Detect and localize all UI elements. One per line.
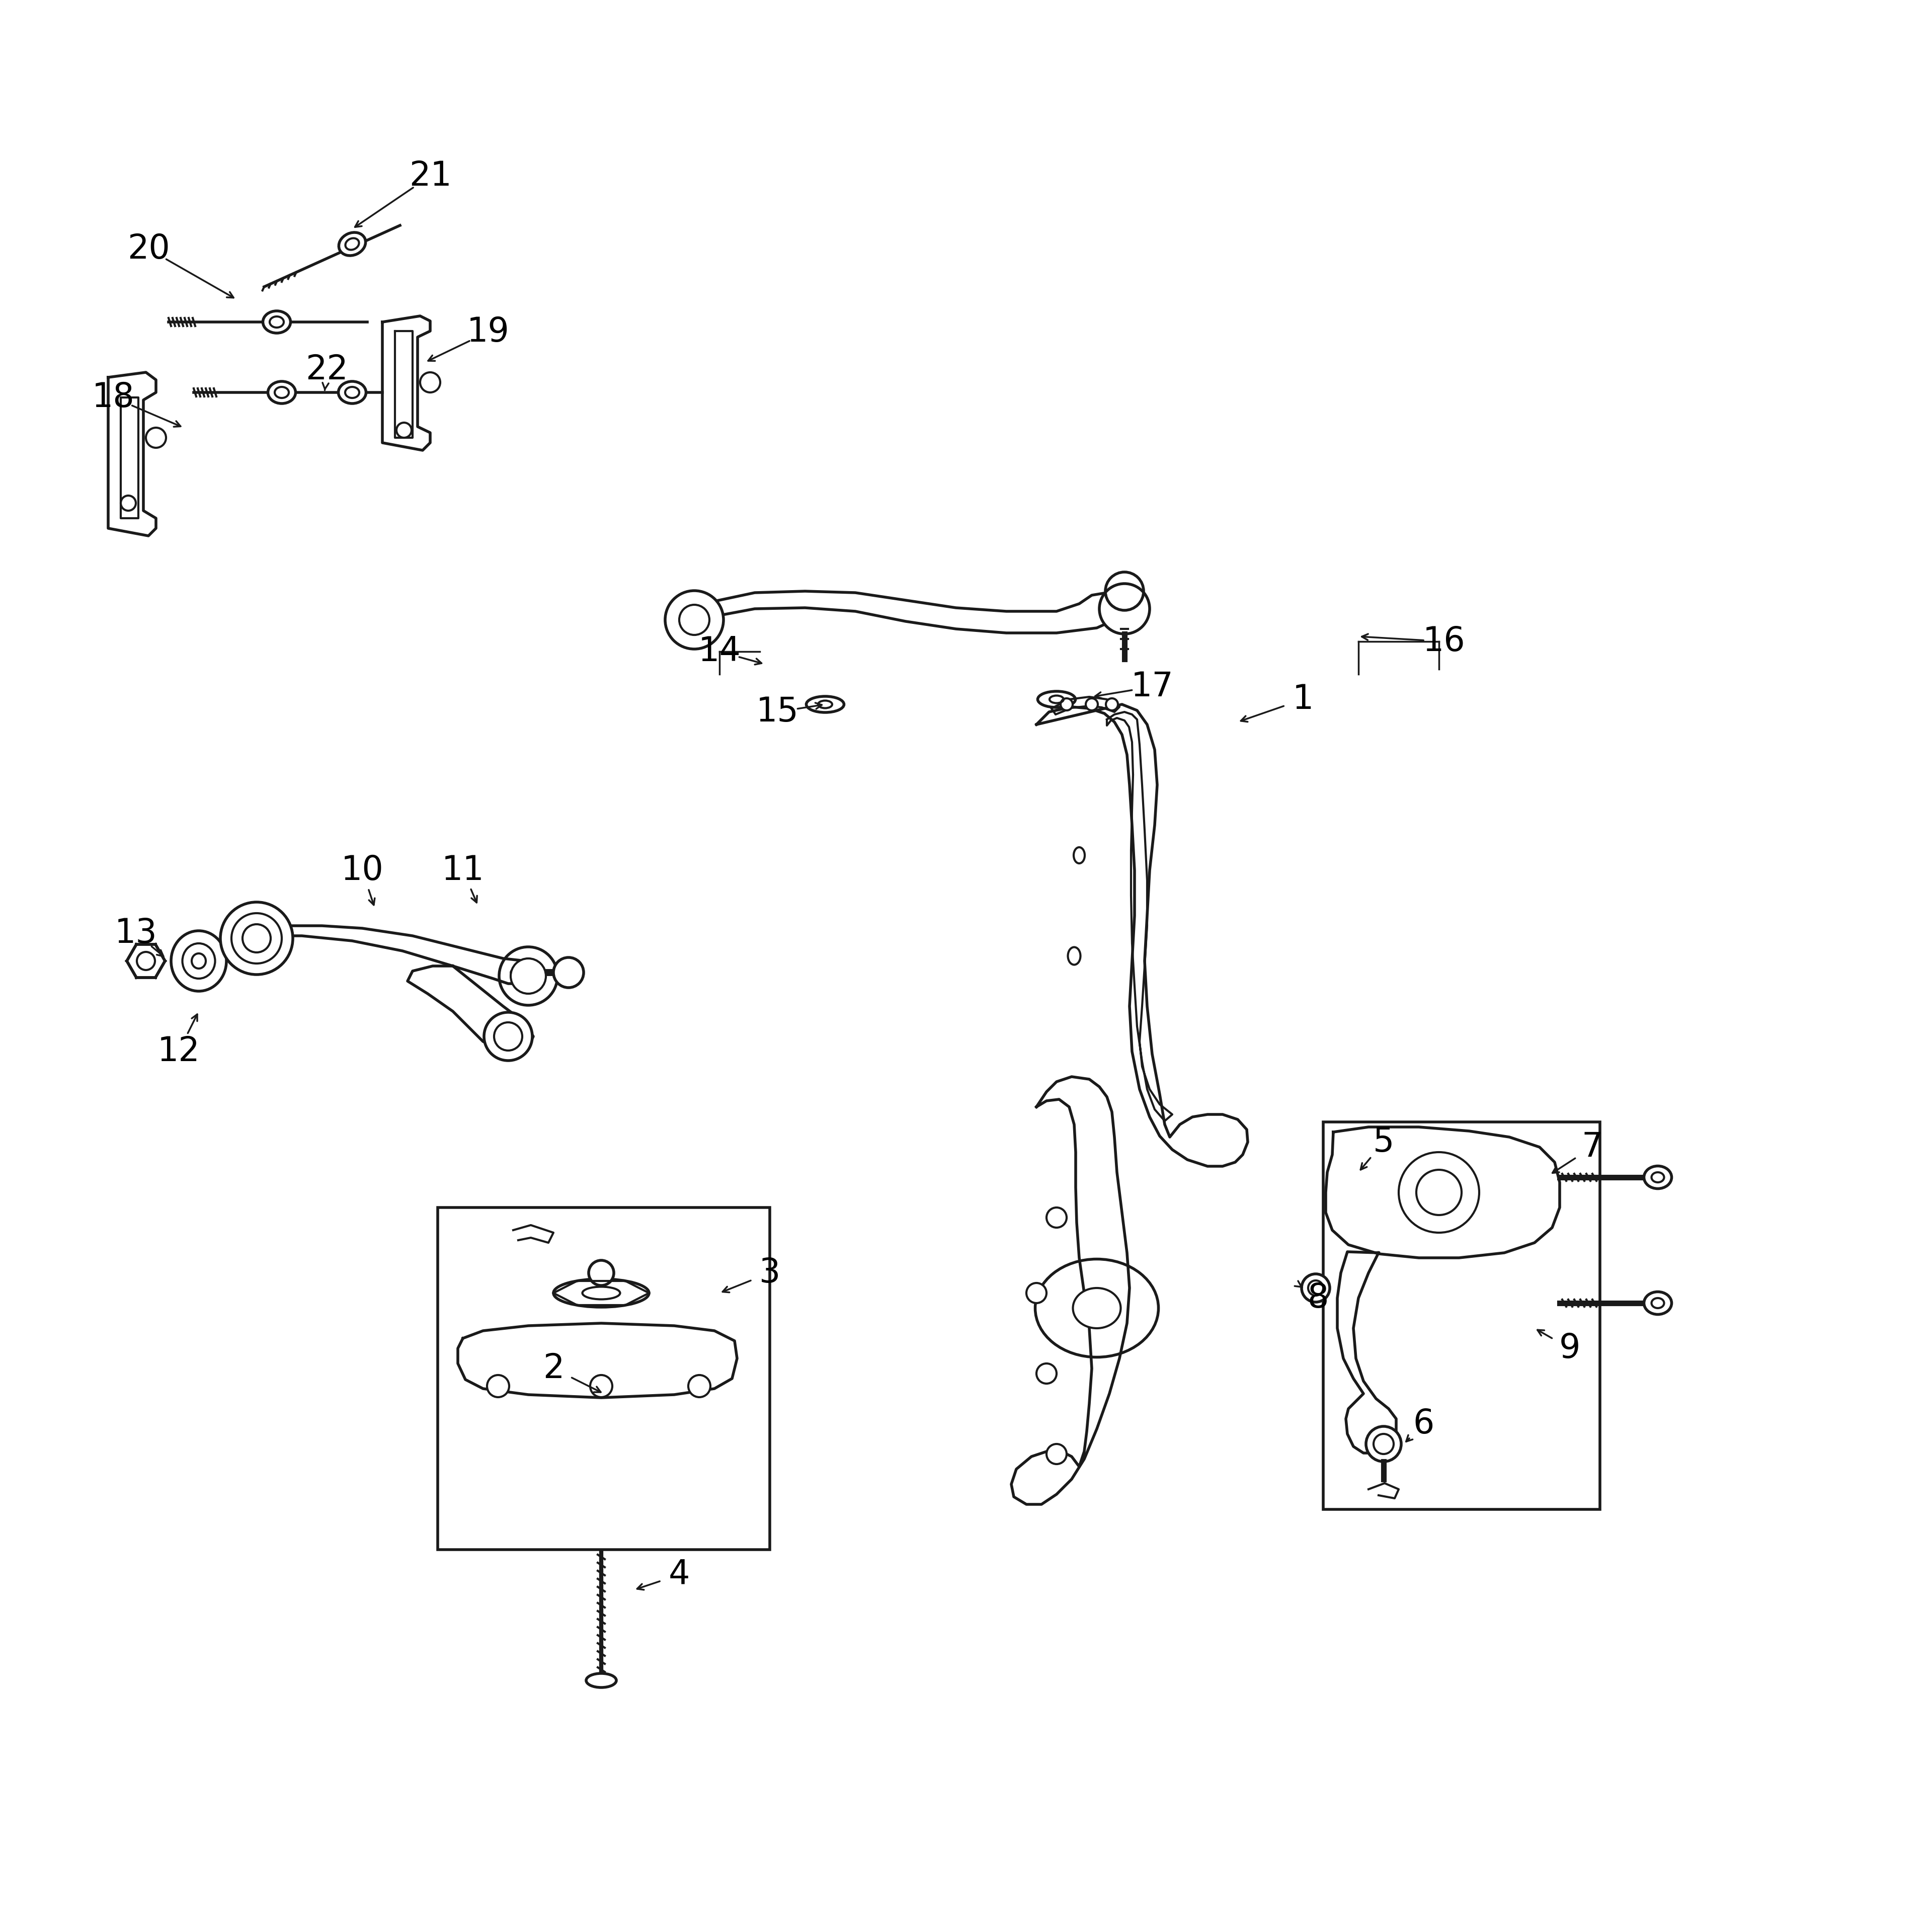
- Circle shape: [396, 423, 412, 439]
- Circle shape: [232, 914, 282, 964]
- Text: 5: 5: [1374, 1126, 1395, 1159]
- Ellipse shape: [1049, 696, 1065, 703]
- Circle shape: [1105, 572, 1144, 611]
- Polygon shape: [1051, 697, 1119, 715]
- Text: 4: 4: [668, 1559, 690, 1592]
- Ellipse shape: [1037, 692, 1076, 707]
- Ellipse shape: [585, 1673, 616, 1687]
- Text: 14: 14: [697, 636, 740, 668]
- Ellipse shape: [191, 952, 207, 968]
- Circle shape: [1047, 1208, 1066, 1227]
- Circle shape: [1086, 697, 1097, 711]
- Circle shape: [1061, 697, 1072, 711]
- Ellipse shape: [1652, 1298, 1663, 1308]
- Text: 19: 19: [468, 315, 510, 348]
- Polygon shape: [694, 591, 1124, 634]
- Text: 3: 3: [759, 1256, 781, 1289]
- Polygon shape: [1036, 705, 1248, 1167]
- Circle shape: [1099, 583, 1150, 634]
- Text: 8: 8: [1308, 1281, 1329, 1314]
- Circle shape: [680, 605, 709, 636]
- Ellipse shape: [338, 232, 365, 255]
- Circle shape: [487, 1376, 510, 1397]
- Bar: [1323, 1122, 1600, 1509]
- Ellipse shape: [1644, 1167, 1671, 1188]
- Polygon shape: [408, 966, 533, 1051]
- Ellipse shape: [1644, 1293, 1671, 1314]
- Ellipse shape: [582, 1287, 620, 1300]
- Polygon shape: [226, 925, 533, 983]
- Circle shape: [510, 958, 547, 993]
- Text: 17: 17: [1130, 670, 1173, 703]
- Circle shape: [485, 1012, 533, 1061]
- Ellipse shape: [338, 381, 365, 404]
- Circle shape: [1302, 1273, 1329, 1302]
- Ellipse shape: [1072, 1289, 1121, 1329]
- Circle shape: [419, 373, 440, 392]
- Circle shape: [1366, 1426, 1401, 1463]
- Ellipse shape: [346, 386, 359, 398]
- Circle shape: [220, 902, 294, 974]
- Circle shape: [1308, 1281, 1323, 1296]
- Text: 1: 1: [1293, 682, 1314, 717]
- Circle shape: [665, 591, 723, 649]
- Circle shape: [553, 958, 583, 987]
- Ellipse shape: [269, 381, 296, 404]
- Ellipse shape: [274, 386, 288, 398]
- Circle shape: [498, 947, 558, 1005]
- Circle shape: [1026, 1283, 1047, 1302]
- Circle shape: [589, 1260, 614, 1285]
- Polygon shape: [458, 1323, 738, 1397]
- Polygon shape: [394, 330, 413, 439]
- Ellipse shape: [172, 931, 226, 991]
- Text: 9: 9: [1559, 1331, 1580, 1366]
- Circle shape: [495, 1022, 522, 1051]
- Text: 21: 21: [410, 160, 452, 193]
- Circle shape: [1416, 1169, 1463, 1215]
- Ellipse shape: [1074, 848, 1084, 864]
- Circle shape: [589, 1376, 612, 1397]
- Polygon shape: [1010, 1076, 1130, 1505]
- Text: 11: 11: [442, 854, 485, 887]
- Ellipse shape: [263, 311, 290, 332]
- Text: 13: 13: [114, 916, 156, 951]
- Circle shape: [147, 427, 166, 448]
- Text: 7: 7: [1582, 1130, 1604, 1163]
- Text: 10: 10: [340, 854, 384, 887]
- Polygon shape: [120, 398, 139, 518]
- Circle shape: [120, 497, 135, 510]
- Text: 16: 16: [1422, 624, 1464, 659]
- Text: 22: 22: [305, 354, 348, 386]
- Circle shape: [688, 1376, 711, 1397]
- Text: 12: 12: [156, 1036, 199, 1068]
- Circle shape: [1374, 1434, 1393, 1455]
- Ellipse shape: [346, 238, 359, 249]
- Circle shape: [1047, 1443, 1066, 1464]
- Polygon shape: [108, 373, 156, 535]
- Text: 15: 15: [755, 696, 798, 728]
- Ellipse shape: [270, 317, 284, 328]
- Polygon shape: [1107, 711, 1173, 1121]
- Text: 18: 18: [93, 381, 135, 413]
- Text: 20: 20: [128, 232, 170, 267]
- Text: 6: 6: [1412, 1406, 1434, 1441]
- Polygon shape: [383, 317, 431, 450]
- Ellipse shape: [1652, 1173, 1663, 1182]
- Bar: [439, 1208, 769, 1549]
- Ellipse shape: [1068, 947, 1080, 964]
- Circle shape: [1105, 697, 1119, 711]
- Circle shape: [1399, 1151, 1480, 1233]
- Ellipse shape: [806, 696, 844, 713]
- Circle shape: [1036, 1364, 1057, 1383]
- Ellipse shape: [182, 943, 214, 980]
- Circle shape: [128, 943, 164, 980]
- Ellipse shape: [817, 701, 833, 709]
- Polygon shape: [1337, 1252, 1397, 1453]
- Text: 2: 2: [543, 1352, 564, 1385]
- Circle shape: [137, 952, 155, 970]
- Ellipse shape: [553, 1279, 649, 1308]
- Polygon shape: [1325, 1126, 1559, 1258]
- Circle shape: [243, 923, 270, 952]
- Ellipse shape: [1036, 1260, 1159, 1356]
